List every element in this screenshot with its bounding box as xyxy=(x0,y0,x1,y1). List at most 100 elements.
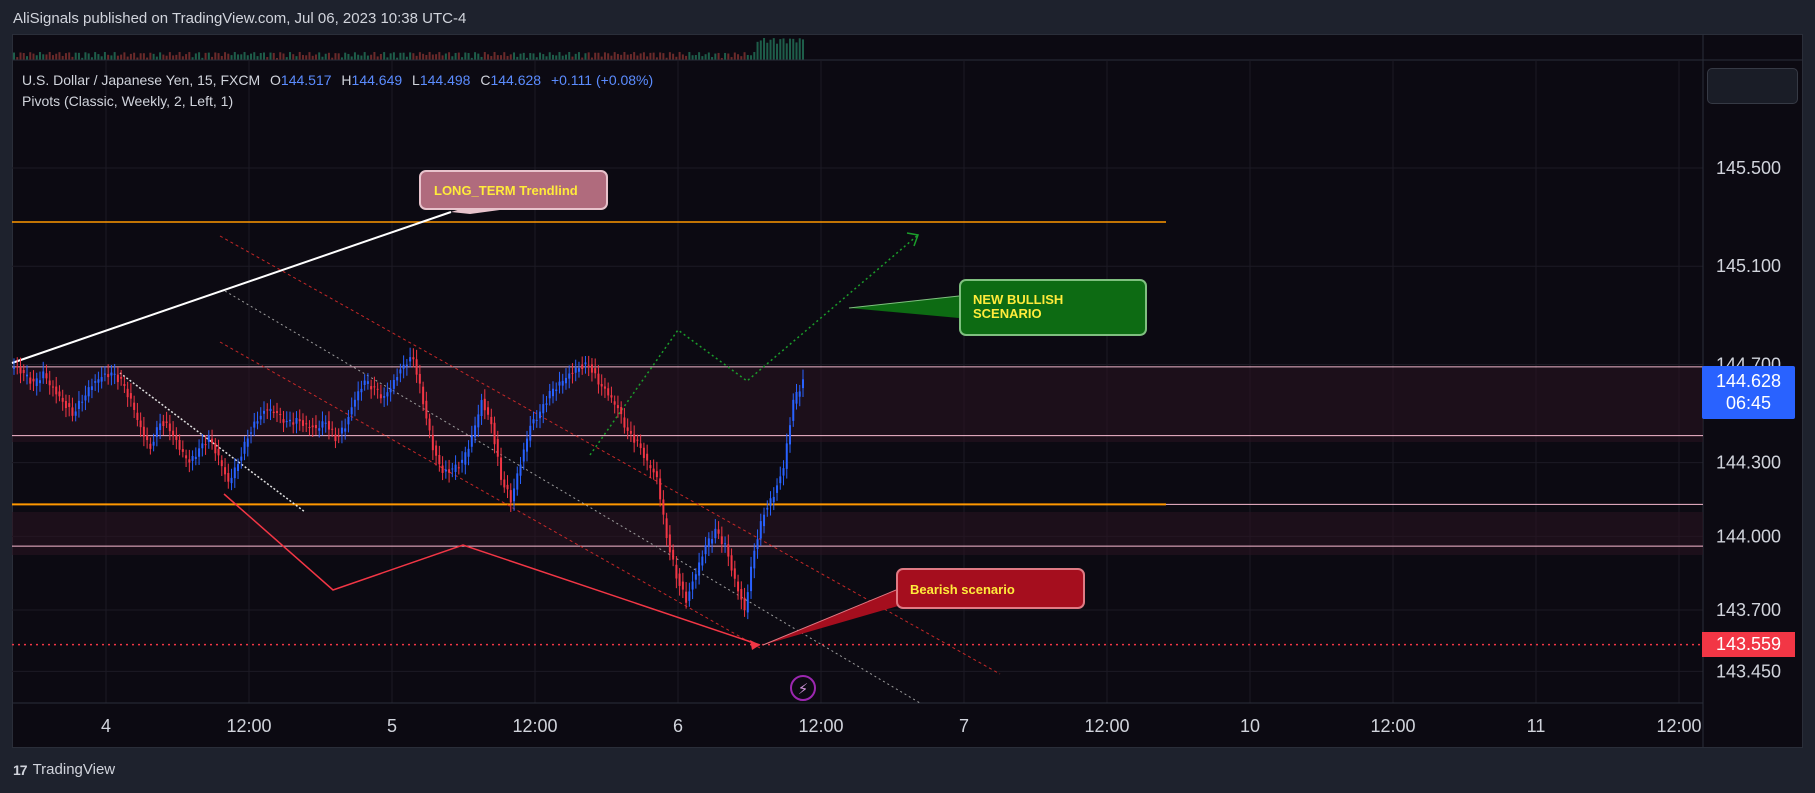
volume-bar xyxy=(513,52,516,60)
volume-bar xyxy=(720,57,723,60)
candle-body xyxy=(243,441,246,454)
indicator-legend[interactable]: Pivots (Classic, Weekly, 2, Left, 1) xyxy=(22,93,234,109)
volume-bar xyxy=(698,52,701,60)
volume-bars xyxy=(13,38,804,60)
volume-bar xyxy=(288,52,291,60)
candle-body xyxy=(272,411,275,413)
bullish-scenario-label[interactable]: NEW BULLISH SCENARIO xyxy=(959,279,1147,336)
volume-bar xyxy=(448,52,451,60)
candle-body xyxy=(35,378,38,386)
candle-body xyxy=(737,581,740,592)
candle-body xyxy=(616,405,619,409)
volume-bar xyxy=(185,54,188,60)
lightning-event-icon[interactable]: ⚡ xyxy=(790,675,816,701)
volume-bar xyxy=(483,52,486,60)
candle-body xyxy=(324,422,327,424)
volume-bar xyxy=(276,57,278,60)
candle-body xyxy=(136,412,139,421)
candle-body xyxy=(314,425,317,429)
candle-body xyxy=(25,374,28,377)
candle-body xyxy=(168,423,171,432)
candle-body xyxy=(717,529,720,534)
candle-body xyxy=(259,415,262,420)
candle-body xyxy=(266,409,269,411)
volume-bar xyxy=(165,55,168,60)
volume-bar xyxy=(587,52,590,60)
current-price-value: 144.628 xyxy=(1715,371,1782,391)
volume-bar xyxy=(347,53,350,60)
volume-bar xyxy=(500,55,503,60)
volume-bar xyxy=(48,52,51,60)
volume-bar xyxy=(357,54,360,60)
candle-body xyxy=(237,464,240,471)
volume-bar xyxy=(629,54,632,60)
candle-body xyxy=(548,390,551,399)
candle-body xyxy=(733,568,736,579)
candle-body xyxy=(493,422,496,445)
channel-lower xyxy=(219,341,761,649)
candle-body xyxy=(798,391,801,397)
volume-bar xyxy=(603,52,606,60)
volume-bar xyxy=(263,52,266,60)
candle-body xyxy=(746,592,749,613)
candle-body xyxy=(555,389,558,392)
candle-body xyxy=(94,381,97,383)
volume-bar xyxy=(526,57,529,60)
candle-body xyxy=(19,366,22,374)
volume-bar xyxy=(428,52,431,60)
candle-body xyxy=(753,550,756,569)
volume-bar xyxy=(766,42,769,60)
candle-body xyxy=(490,416,493,425)
volume-bar xyxy=(256,56,259,60)
candle-body xyxy=(776,485,779,493)
volume-bar xyxy=(532,53,535,60)
volume-bar xyxy=(402,52,405,60)
chart-toolbar-box[interactable] xyxy=(1707,68,1798,104)
candle-body xyxy=(38,380,41,384)
long-term-text: LONG_TERM Trendlind xyxy=(434,183,578,198)
candle-body xyxy=(532,419,535,424)
volume-bar xyxy=(230,55,233,60)
candle-body xyxy=(227,473,230,482)
long-term-trendline-label[interactable]: LONG_TERM Trendlind xyxy=(419,170,608,210)
volume-bar xyxy=(240,54,243,60)
volume-bar xyxy=(259,53,262,60)
candle-body xyxy=(29,377,32,384)
candle-body xyxy=(652,468,655,473)
candle-body xyxy=(763,514,766,527)
x-tick-label: 12:00 xyxy=(798,716,843,736)
candle-body xyxy=(516,473,519,490)
candle-body xyxy=(58,391,61,397)
candle-body xyxy=(483,398,486,411)
volume-bar xyxy=(376,56,379,60)
volume-bar xyxy=(675,56,678,60)
candle-body xyxy=(743,597,746,611)
volume-bar xyxy=(84,52,87,60)
volume-bar xyxy=(496,55,499,60)
volume-bar xyxy=(551,54,554,60)
bullish-text-line2: SCENARIO xyxy=(973,306,1042,321)
volume-bar xyxy=(577,52,580,60)
volume-bar xyxy=(386,57,389,60)
candle-body xyxy=(379,394,382,399)
bearish-scenario-label[interactable]: Bearish scenario xyxy=(896,568,1085,609)
volume-bar xyxy=(301,54,304,60)
volume-bar xyxy=(477,53,480,60)
volume-bar xyxy=(444,53,447,60)
candle-body xyxy=(779,476,782,484)
volume-bar xyxy=(379,53,382,60)
volume-bar xyxy=(110,55,113,60)
volume-bar xyxy=(672,53,675,60)
volume-bar xyxy=(737,54,740,60)
volume-bar xyxy=(607,53,610,60)
candle-body xyxy=(772,496,775,503)
candle-body xyxy=(42,371,45,379)
volume-bar xyxy=(655,57,658,60)
candle-body xyxy=(701,556,704,566)
volume-bar xyxy=(785,43,788,60)
volume-bar xyxy=(776,43,779,60)
volume-bar xyxy=(461,57,464,60)
candle-body xyxy=(409,357,412,362)
candle-body xyxy=(428,418,431,431)
